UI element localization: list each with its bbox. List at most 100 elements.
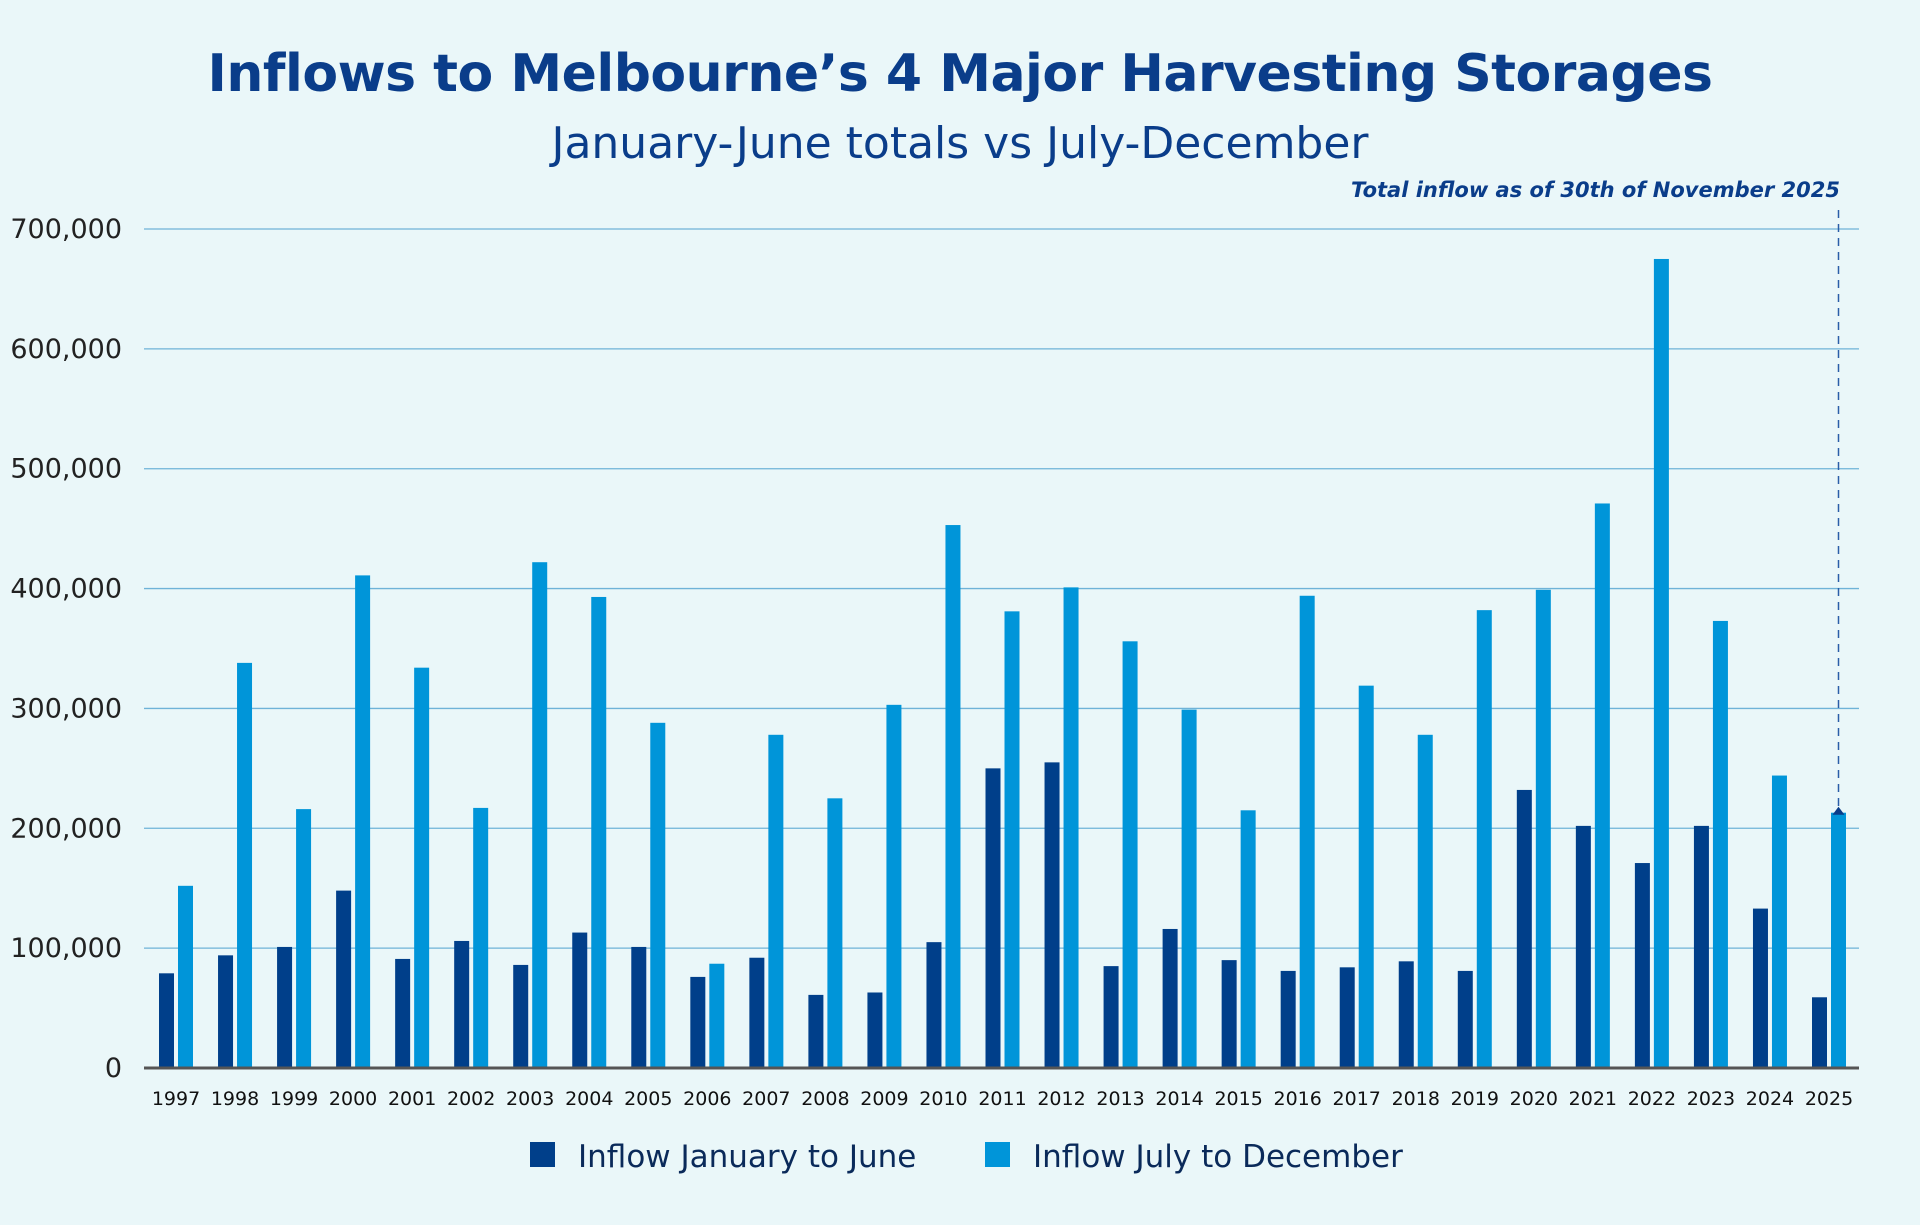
bar-jan-jun-2014 <box>1162 928 1178 1068</box>
bar-jul-dec-2008 <box>827 798 843 1068</box>
x-tick-label: 2011 <box>978 1088 1026 1110</box>
x-tick-label: 2001 <box>388 1088 436 1110</box>
bar-jan-jun-2008 <box>808 994 824 1068</box>
bar-jul-dec-2025 <box>1831 812 1846 1068</box>
bar-jan-jun-2020 <box>1516 789 1532 1068</box>
x-tick-label: 2004 <box>565 1088 613 1110</box>
bar-jul-dec-2024 <box>1771 775 1787 1068</box>
x-tick-label: 1997 <box>152 1088 200 1110</box>
bar-jul-dec-1998 <box>237 662 253 1068</box>
x-tick-label: 2016 <box>1273 1088 1321 1110</box>
bar-jul-dec-2010 <box>945 525 961 1068</box>
x-tick-label: 2012 <box>1037 1088 1085 1110</box>
legend-swatch <box>985 1142 1010 1167</box>
x-tick-label: 2024 <box>1746 1088 1794 1110</box>
x-tick-label: 2020 <box>1510 1088 1558 1110</box>
x-tick-label: 1998 <box>211 1088 259 1110</box>
x-tick-label: 2008 <box>801 1088 849 1110</box>
bar-jan-jun-1997 <box>159 973 174 1068</box>
bar-jul-dec-2002 <box>473 807 489 1068</box>
x-tick-label: 2015 <box>1214 1088 1262 1110</box>
bar-jul-dec-2000 <box>355 575 371 1068</box>
bar-jan-jun-2023 <box>1693 825 1709 1068</box>
x-tick-label: 2010 <box>919 1088 967 1110</box>
bar-jan-jun-2006 <box>690 976 706 1068</box>
bar-jan-jun-1999 <box>277 946 293 1068</box>
y-tick-label: 100,000 <box>10 933 122 964</box>
x-tick-label: 2017 <box>1333 1088 1381 1110</box>
bar-jul-dec-2023 <box>1712 620 1728 1068</box>
x-tick-label: 2007 <box>742 1088 790 1110</box>
x-tick-label: 2025 <box>1805 1088 1853 1110</box>
bar-jul-dec-2020 <box>1535 589 1551 1068</box>
bar-jul-dec-2004 <box>591 596 607 1068</box>
x-tick-label: 1999 <box>270 1088 318 1110</box>
bar-jan-jun-2005 <box>631 946 647 1068</box>
bar-jan-jun-2003 <box>513 964 529 1068</box>
bar-jul-dec-2015 <box>1240 810 1256 1068</box>
y-tick-label: 600,000 <box>10 334 122 365</box>
y-tick-label: 0 <box>105 1053 122 1084</box>
chart-title: Inflows to Melbourne’s 4 Major Harvestin… <box>207 44 1713 104</box>
bar-jul-dec-2005 <box>650 722 666 1068</box>
legend-label: Inflow July to December <box>1033 1139 1403 1175</box>
bar-jan-jun-2010 <box>926 942 942 1068</box>
x-tick-label: 2006 <box>683 1088 731 1110</box>
y-tick-label: 500,000 <box>10 454 122 485</box>
x-tick-label: 2014 <box>1155 1088 1203 1110</box>
bar-jul-dec-2006 <box>709 963 725 1068</box>
x-tick-label: 2005 <box>624 1088 672 1110</box>
bar-jan-jun-1998 <box>218 955 234 1068</box>
bar-jan-jun-2011 <box>985 768 1001 1068</box>
bar-jan-jun-2022 <box>1634 863 1650 1068</box>
bar-jul-dec-2007 <box>768 734 784 1068</box>
bar-jul-dec-2011 <box>1004 611 1020 1068</box>
bar-jan-jun-2000 <box>336 890 352 1068</box>
bar-jan-jun-2025 <box>1812 997 1827 1068</box>
x-tick-label: 2021 <box>1569 1088 1617 1110</box>
bar-jan-jun-2001 <box>395 958 411 1068</box>
bar-jan-jun-2017 <box>1339 967 1355 1068</box>
annotation-marker-icon <box>1832 806 1845 815</box>
y-tick-label: 300,000 <box>10 693 122 724</box>
bar-jul-dec-2013 <box>1122 641 1138 1068</box>
x-tick-label: 2022 <box>1628 1088 1676 1110</box>
legend-label: Inflow January to June <box>578 1139 916 1175</box>
x-tick-label: 2002 <box>447 1088 495 1110</box>
legend-swatch <box>530 1142 555 1167</box>
x-tick-label: 2003 <box>506 1088 554 1110</box>
bar-jan-jun-2015 <box>1221 960 1237 1068</box>
x-tick-label: 2000 <box>329 1088 377 1110</box>
bar-jan-jun-2004 <box>572 932 588 1068</box>
bar-jul-dec-2003 <box>532 562 548 1068</box>
bar-jul-dec-2014 <box>1181 709 1197 1068</box>
bar-jan-jun-2024 <box>1752 908 1768 1068</box>
bar-jan-jun-2019 <box>1457 970 1473 1068</box>
bar-jul-dec-2001 <box>414 667 430 1068</box>
x-tick-label: 2023 <box>1687 1088 1735 1110</box>
y-tick-label: 700,000 <box>10 214 122 245</box>
annotation-text: Total inflow as of 30th of November 2025 <box>1351 178 1840 202</box>
bar-jan-jun-2013 <box>1103 966 1119 1068</box>
bar-jul-dec-2021 <box>1594 503 1610 1068</box>
x-tick-label: 2018 <box>1392 1088 1440 1110</box>
bar-jul-dec-2019 <box>1476 610 1492 1068</box>
y-tick-label: 400,000 <box>10 574 122 605</box>
bar-jan-jun-2021 <box>1575 825 1591 1068</box>
bar-jan-jun-2009 <box>867 992 883 1068</box>
bar-jul-dec-2016 <box>1299 595 1315 1068</box>
bar-jul-dec-2018 <box>1417 734 1433 1068</box>
bar-jul-dec-2012 <box>1063 587 1079 1068</box>
bar-jul-dec-2022 <box>1653 258 1669 1068</box>
x-tick-label: 2013 <box>1096 1088 1144 1110</box>
bar-jul-dec-1999 <box>296 809 312 1068</box>
bar-jan-jun-2018 <box>1398 961 1414 1068</box>
bar-jul-dec-2017 <box>1358 685 1374 1068</box>
bar-jan-jun-2016 <box>1280 970 1296 1068</box>
bar-jan-jun-2007 <box>749 957 765 1068</box>
bar-jan-jun-2012 <box>1044 762 1060 1068</box>
x-tick-label: 2019 <box>1451 1088 1499 1110</box>
chart-subtitle: January-June totals vs July-December <box>551 118 1369 169</box>
y-tick-label: 200,000 <box>10 813 122 844</box>
